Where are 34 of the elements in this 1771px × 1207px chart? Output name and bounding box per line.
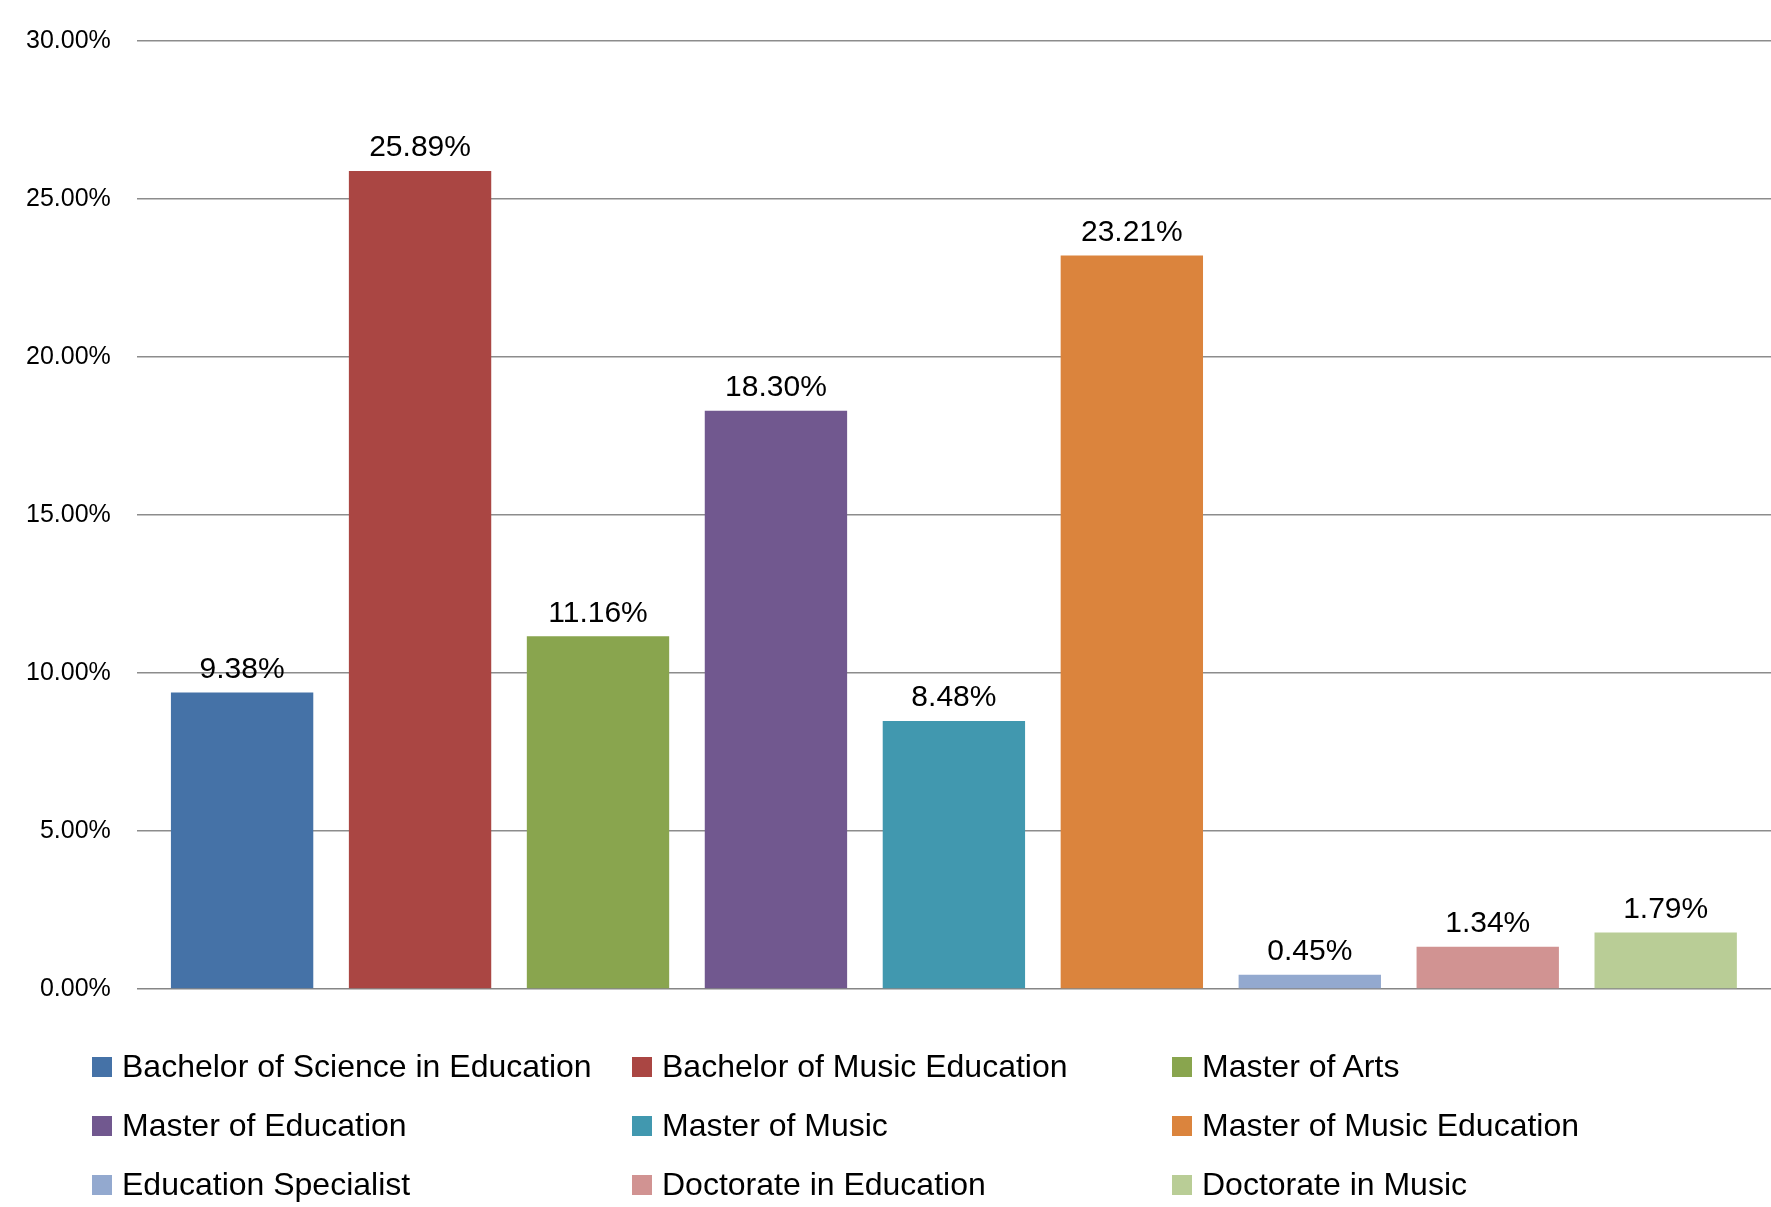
bar — [704, 410, 848, 989]
legend-label: Doctorate in Education — [662, 1166, 986, 1203]
data-label: 25.89% — [369, 129, 471, 163]
legend-label: Master of Music — [662, 1107, 888, 1144]
legend-label: Master of Arts — [1202, 1048, 1400, 1085]
data-label: 1.34% — [1445, 904, 1531, 938]
bar — [882, 721, 1026, 989]
data-label: 8.48% — [911, 679, 997, 713]
data-label: 18.30% — [725, 368, 827, 402]
data-label: 11.16% — [548, 594, 648, 628]
bar — [1416, 946, 1559, 989]
y-tick-label: 0.00% — [39, 972, 111, 1001]
bar — [526, 636, 670, 989]
data-label: 23.21% — [1080, 213, 1183, 247]
y-tick-label: 15.00% — [25, 498, 111, 527]
legend-label: Education Specialist — [122, 1166, 411, 1203]
y-tick-label: 25.00% — [25, 182, 111, 211]
legend-label: Bachelor of Science in Education — [122, 1048, 592, 1085]
data-label: 1.79% — [1623, 890, 1709, 924]
bar — [1594, 932, 1737, 989]
y-tick-label: 30.00% — [25, 24, 111, 53]
data-label: 9.38% — [199, 650, 285, 684]
legend-label: Doctorate in Music — [1202, 1166, 1467, 1203]
y-tick-label: 10.00% — [25, 656, 111, 685]
legend-label: Master of Education — [122, 1107, 407, 1144]
y-tick-label: 20.00% — [25, 340, 111, 369]
bar — [1238, 974, 1381, 989]
bar — [1060, 255, 1204, 989]
legend-label: Bachelor of Music Education — [662, 1048, 1068, 1085]
data-label: 0.45% — [1267, 933, 1353, 967]
bar — [170, 692, 314, 989]
y-tick-label: 5.00% — [39, 814, 111, 843]
legend-label: Master of Music Education — [1202, 1107, 1580, 1144]
bar — [348, 170, 492, 989]
